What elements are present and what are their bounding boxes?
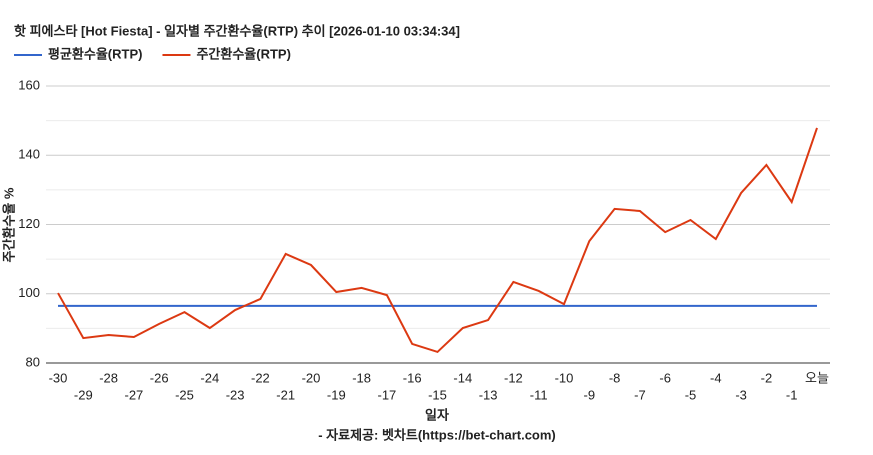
x-tick-label: -24 (200, 370, 219, 385)
y-axis-title: 주간환수율 % (1, 187, 16, 262)
x-tick-label: -3 (735, 387, 747, 402)
x-tick-label: -26 (150, 370, 169, 385)
x-axis-title: 일자 (425, 407, 449, 422)
x-tick-label: -20 (302, 370, 321, 385)
x-tick-label: -19 (327, 387, 346, 402)
x-tick-label: -6 (659, 370, 671, 385)
x-tick-label: -5 (685, 387, 697, 402)
x-tick-label: -2 (761, 370, 773, 385)
x-tick-label: 오늘 (805, 370, 829, 385)
x-tick-label: -25 (175, 387, 194, 402)
x-tick-label: -9 (584, 387, 596, 402)
x-tick-label: -4 (710, 370, 722, 385)
x-tick-label: -18 (352, 370, 371, 385)
x-tick-label: -8 (609, 370, 621, 385)
x-tick-label: -12 (504, 370, 523, 385)
x-tick-label: -17 (378, 387, 397, 402)
x-tick-label: -30 (49, 370, 68, 385)
x-tick-label: -15 (428, 387, 447, 402)
x-tick-label: -11 (530, 387, 548, 402)
x-tick-label: -16 (403, 370, 422, 385)
x-tick-label: -23 (226, 387, 245, 402)
x-tick-label: -14 (453, 370, 472, 385)
chart-title: 핫 피에스타 [Hot Fiesta] - 일자별 주간환수율(RTP) 추이 … (14, 23, 460, 38)
x-tick-label: -10 (555, 370, 574, 385)
x-tick-label: -21 (276, 387, 295, 402)
x-tick-label: -7 (634, 387, 646, 402)
source-note: - 자료제공: 벳차트(https://bet-chart.com) (318, 427, 556, 442)
legend-label: 평균환수율(RTP) (48, 46, 142, 61)
x-tick-label: -22 (251, 370, 270, 385)
y-tick-label: 160 (18, 77, 40, 92)
y-tick-label: 140 (18, 147, 40, 162)
y-tick-label: 100 (18, 285, 40, 300)
y-tick-label: 80 (26, 354, 40, 369)
legend-label: 주간환수율(RTP) (196, 46, 290, 61)
x-tick-label: -27 (125, 387, 144, 402)
x-tick-label: -28 (99, 370, 118, 385)
y-tick-label: 120 (18, 216, 40, 231)
series-line (57, 127, 818, 354)
x-tick-label: -13 (479, 387, 498, 402)
x-tick-label: -1 (786, 387, 798, 402)
x-tick-label: -29 (74, 387, 93, 402)
